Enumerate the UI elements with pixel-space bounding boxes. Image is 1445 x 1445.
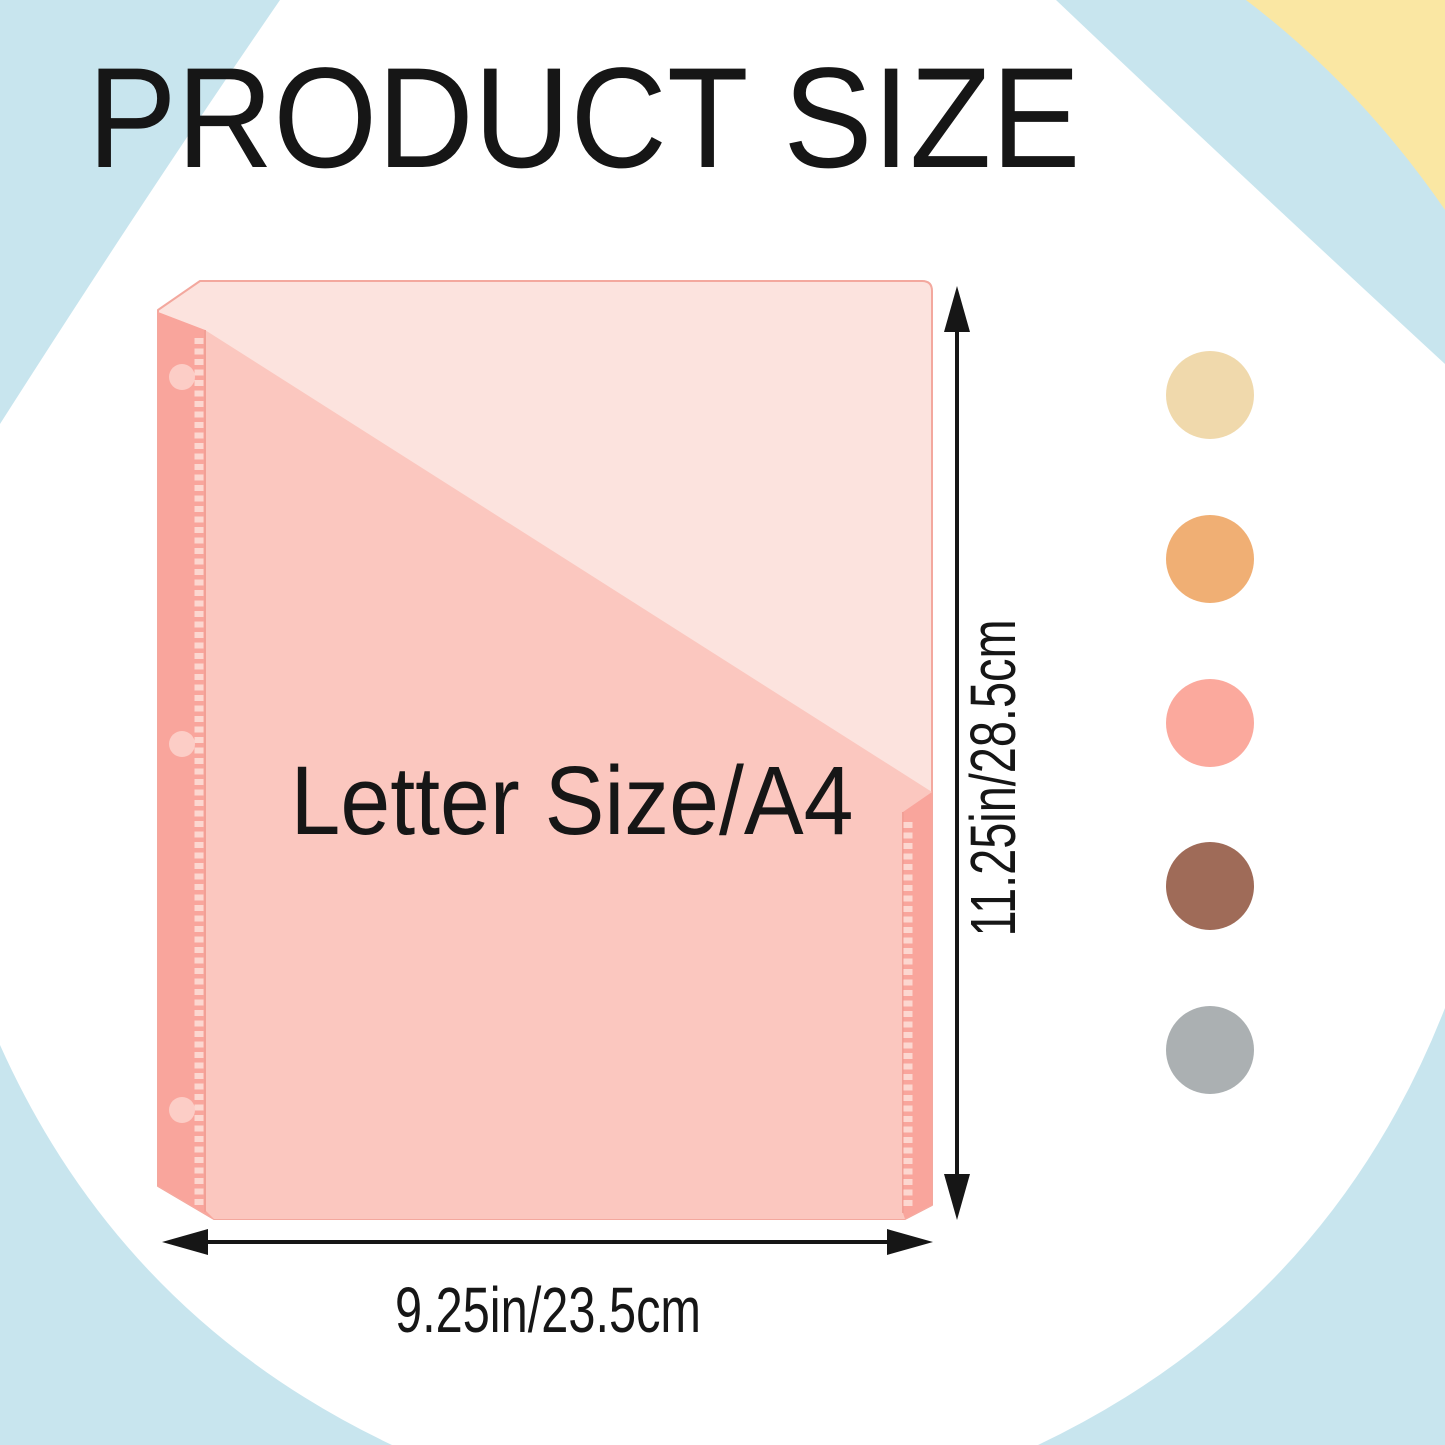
color-swatch-gray <box>1166 1006 1254 1094</box>
background-blue-bottom-right-shape <box>1038 1008 1445 1445</box>
color-swatch-orange <box>1166 515 1254 603</box>
binder-hole-middle <box>169 731 195 757</box>
width-dimension-label: 9.25in/23.5cm <box>395 1274 701 1346</box>
color-swatch-list <box>1166 351 1254 1094</box>
color-swatch-pink <box>1166 679 1254 767</box>
pocket-size-label: Letter Size/A4 <box>291 746 854 855</box>
page-title: PRODUCT SIZE <box>88 39 1081 198</box>
height-arrow-down-icon <box>944 1174 970 1220</box>
color-swatch-beige <box>1166 351 1254 439</box>
height-arrow-up-icon <box>944 286 970 332</box>
color-swatch-brown <box>1166 842 1254 930</box>
width-arrow-right-icon <box>887 1229 933 1255</box>
background-blue-bottom-left-shape <box>0 1045 392 1445</box>
dimension-annotations: 11.25in/28.5cm 9.25in/23.5cm <box>162 286 1029 1346</box>
background-blue-top-right-band <box>1056 0 1445 364</box>
height-dimension-label: 11.25in/28.5cm <box>957 620 1029 937</box>
folder-front-pocket <box>158 312 932 1219</box>
binder-pocket-illustration: Letter Size/A4 <box>157 280 933 1220</box>
background-blue-top-left-shape <box>0 0 280 424</box>
yellow-circle-accent <box>1246 0 1445 210</box>
binder-hole-bottom <box>169 1097 195 1123</box>
binder-hole-top <box>169 364 195 390</box>
width-arrow-left-icon <box>162 1229 208 1255</box>
